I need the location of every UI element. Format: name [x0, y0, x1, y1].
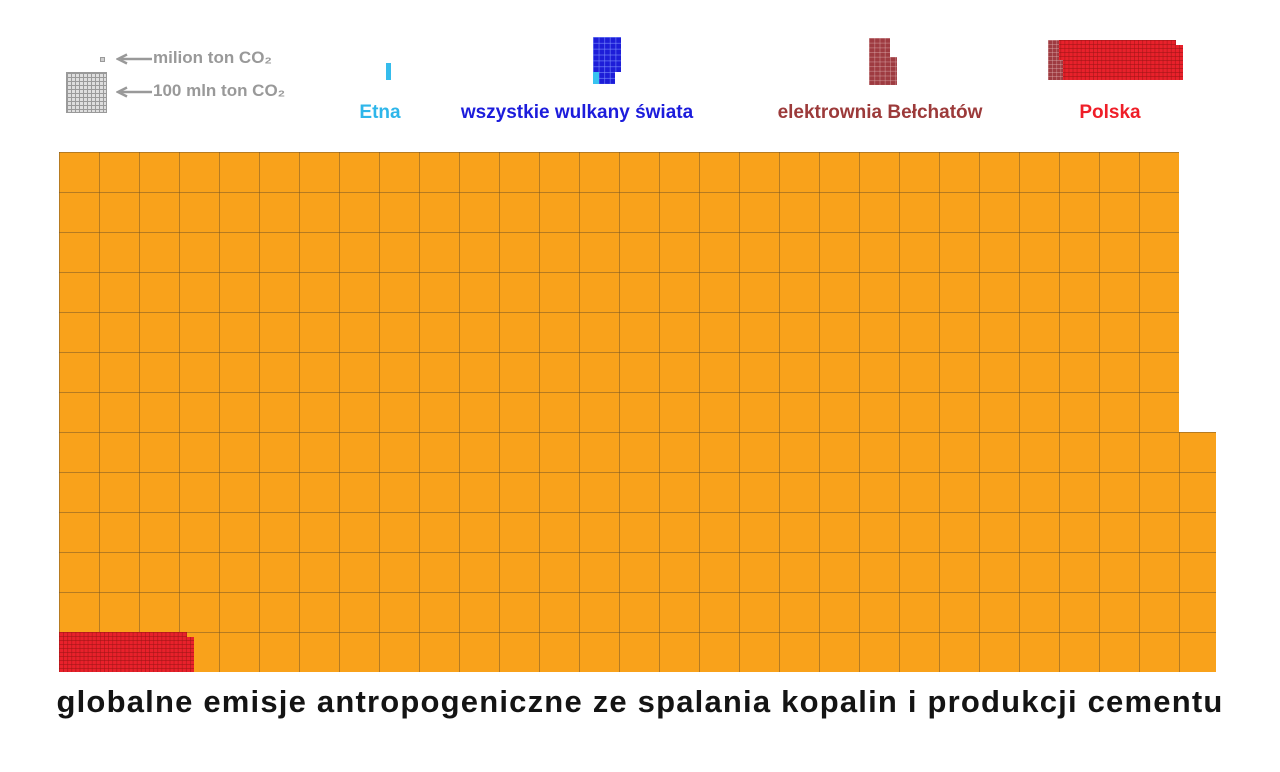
- volcanoes-block: [593, 37, 621, 84]
- legend-million-ton-square-icon: [100, 57, 105, 62]
- arrow-left-icon: [115, 52, 152, 70]
- etna-portion-in-volcanoes: [593, 72, 599, 84]
- etna-label: Etna: [359, 102, 401, 123]
- polska-in-global-grid: [59, 632, 194, 672]
- belchatow-portion-in-polska: [1048, 40, 1063, 80]
- belchatow-label: elektrownia Bełchatów: [777, 102, 983, 123]
- legend-million-ton-label: milion ton CO₂: [153, 48, 272, 67]
- legend-100-million-ton-square-icon: [66, 72, 107, 113]
- global-emissions-grid: [59, 152, 1216, 672]
- polska-bar: [1048, 40, 1183, 80]
- polska-label: Polska: [1079, 102, 1141, 123]
- etna-bar: [386, 63, 391, 80]
- volcanoes-label: wszystkie wulkany świata: [460, 102, 694, 123]
- legend-100-million-ton-label: 100 mln ton CO₂: [153, 81, 286, 100]
- belchatow-block: [869, 38, 897, 85]
- caption: globalne emisje antropogeniczne ze spala…: [56, 684, 1224, 719]
- arrow-left-icon: [115, 85, 152, 103]
